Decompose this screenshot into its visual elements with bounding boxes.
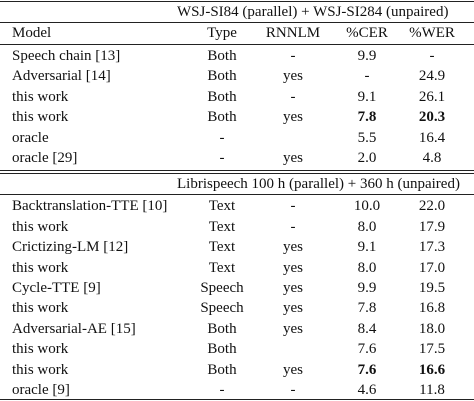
cell: Text bbox=[208, 198, 236, 215]
cell: - bbox=[290, 48, 296, 64]
cell: yes bbox=[283, 259, 303, 276]
cell: 17.5 bbox=[418, 341, 446, 358]
cell: Cycle-TTE [9] bbox=[12, 280, 101, 296]
column-header: RNNLM bbox=[265, 25, 321, 41]
cell: 10.0 bbox=[353, 198, 381, 215]
cell: Both bbox=[207, 48, 237, 64]
cell: 8.4 bbox=[357, 320, 377, 337]
cell: Speech chain [13] bbox=[12, 48, 121, 64]
cell: 17.0 bbox=[418, 259, 446, 276]
cell: 16.8 bbox=[418, 300, 446, 317]
cell: - bbox=[429, 48, 435, 64]
rule bbox=[0, 173, 474, 175]
column-header: %WER bbox=[409, 25, 455, 41]
column-header: %CER bbox=[346, 25, 388, 41]
rule bbox=[0, 44, 474, 45]
cell: 7.6 bbox=[357, 341, 377, 358]
cell: 20.3 bbox=[418, 109, 446, 126]
cell: - bbox=[290, 198, 296, 215]
rule bbox=[0, 22, 474, 23]
cell: this work bbox=[12, 88, 69, 105]
cell: this work bbox=[12, 361, 69, 378]
cell: yes bbox=[283, 68, 303, 85]
cell: 7.8 bbox=[357, 300, 377, 317]
cell: Both bbox=[207, 361, 237, 378]
cell: Both bbox=[207, 68, 237, 85]
cell: 2.0 bbox=[357, 150, 377, 166]
cell: 17.9 bbox=[418, 218, 446, 235]
cell: 16.6 bbox=[418, 361, 446, 378]
cell: 24.9 bbox=[418, 68, 446, 85]
cell: 4.8 bbox=[422, 150, 442, 166]
cell: yes bbox=[283, 150, 303, 166]
rule bbox=[0, 399, 474, 400]
cell: 7.6 bbox=[357, 361, 377, 378]
cell: - bbox=[364, 68, 370, 85]
cell: 8.0 bbox=[357, 218, 377, 235]
cell: 26.1 bbox=[418, 88, 446, 105]
column-header: Type bbox=[207, 25, 237, 41]
cell: oracle [9] bbox=[12, 382, 70, 398]
cell: Both bbox=[207, 109, 237, 126]
cell: 19.5 bbox=[418, 280, 446, 296]
cell: this work bbox=[12, 300, 69, 317]
cell: Text bbox=[208, 218, 236, 235]
cell: - bbox=[219, 129, 225, 146]
cell: Adversarial-AE [15] bbox=[12, 320, 136, 337]
rule bbox=[0, 170, 474, 172]
cell: - bbox=[290, 382, 296, 398]
cell: yes bbox=[283, 109, 303, 126]
cell: Both bbox=[207, 88, 237, 105]
cell: - bbox=[290, 218, 296, 235]
cell: Both bbox=[207, 341, 237, 358]
cell: 17.3 bbox=[418, 239, 446, 256]
cell: Text bbox=[208, 259, 236, 276]
cell: Adversarial [14] bbox=[12, 68, 111, 85]
cell: 7.8 bbox=[357, 109, 377, 126]
cell: - bbox=[219, 150, 225, 166]
cell: Text bbox=[208, 239, 236, 256]
section-title: Librispeech 100 h (parallel) + 360 h (un… bbox=[177, 176, 460, 193]
cell: yes bbox=[283, 361, 303, 378]
cell: Crictizing-LM [12] bbox=[12, 239, 129, 256]
cell: 9.9 bbox=[357, 48, 377, 64]
column-header: Model bbox=[12, 25, 52, 41]
cell: yes bbox=[283, 320, 303, 337]
cell: this work bbox=[12, 218, 69, 235]
cell: Both bbox=[207, 320, 237, 337]
cell: Backtranslation-TTE [10] bbox=[12, 198, 168, 215]
cell: 16.4 bbox=[418, 129, 446, 146]
cell: 22.0 bbox=[418, 198, 446, 215]
cell: Speech bbox=[200, 300, 244, 317]
cell: oracle bbox=[12, 129, 49, 146]
rule bbox=[0, 1, 474, 2]
cell: Speech bbox=[200, 280, 244, 296]
section-title: WSJ-SI84 (parallel) + WSJ-SI284 (unpaire… bbox=[177, 4, 449, 20]
rule bbox=[0, 194, 474, 196]
cell: this work bbox=[12, 341, 69, 358]
cell: yes bbox=[283, 300, 303, 317]
cell: oracle [29] bbox=[12, 150, 78, 166]
cell: 18.0 bbox=[418, 320, 446, 337]
cell: yes bbox=[283, 239, 303, 256]
cell: 5.5 bbox=[357, 129, 377, 146]
cell: yes bbox=[283, 280, 303, 296]
cell: 9.1 bbox=[357, 239, 377, 256]
cell: 11.8 bbox=[419, 382, 445, 398]
cell: - bbox=[219, 382, 225, 398]
cell: - bbox=[290, 88, 296, 105]
cell: 9.1 bbox=[357, 88, 377, 105]
cell: 4.6 bbox=[357, 382, 377, 398]
cell: 8.0 bbox=[357, 259, 377, 276]
cell: this work bbox=[12, 109, 69, 126]
cell: 9.9 bbox=[357, 280, 377, 296]
cell: this work bbox=[12, 259, 69, 276]
